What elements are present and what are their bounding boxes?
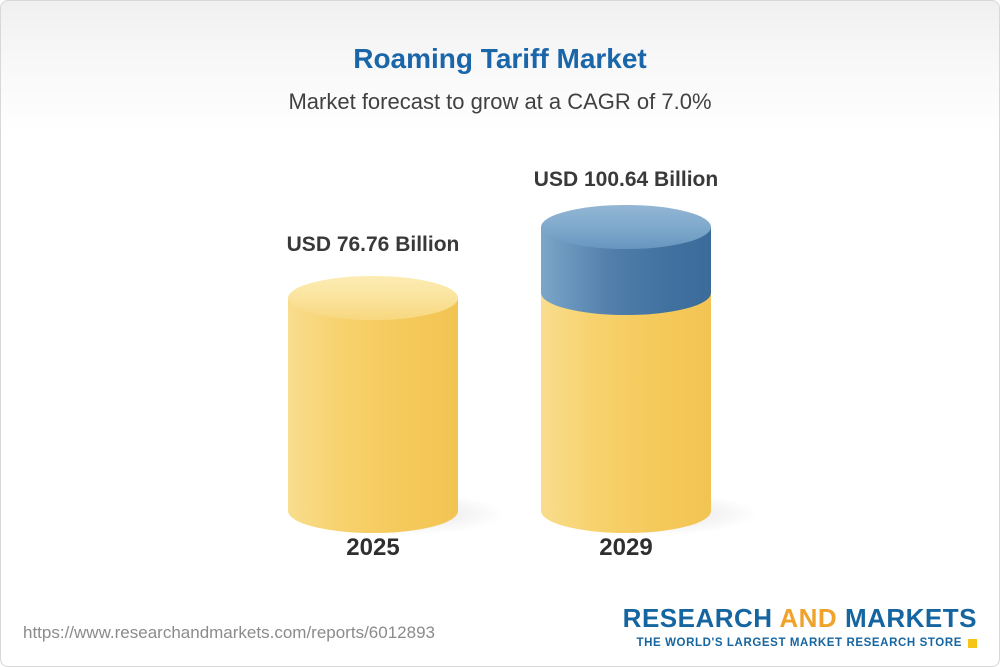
logo-accent-square-icon: [968, 638, 977, 648]
report-url: https://www.researchandmarkets.com/repor…: [23, 623, 435, 642]
logo-word-research: RESEARCH: [622, 603, 773, 633]
logo-tagline-row: THE WORLD'S LARGEST MARKET RESEARCH STOR…: [623, 637, 977, 649]
page-subtitle: Market forecast to grow at a CAGR of 7.0…: [288, 89, 712, 114]
value-label-2025: USD 76.76 Billion: [286, 233, 460, 256]
logo-wordmark: RESEARCH AND MARKETS: [623, 603, 977, 634]
value-label-2029: USD 100.64 Billion: [533, 168, 719, 191]
bar-2025-body: [288, 298, 458, 533]
logo-word-and: AND: [779, 603, 838, 633]
page-title: Roaming Tariff Market: [353, 43, 647, 74]
bar-2025-top-ellipse: [288, 276, 458, 320]
bar-2029-top-ellipse: [541, 205, 711, 249]
bar-2025: [288, 276, 458, 533]
category-label-2025: 2025: [346, 534, 400, 561]
research-and-markets-logo: RESEARCH AND MARKETS THE WORLD'S LARGEST…: [623, 603, 977, 649]
bar-2029: [541, 205, 711, 533]
logo-word-markets: MARKETS: [844, 603, 977, 633]
logo-tagline-text: THE WORLD'S LARGEST MARKET RESEARCH STOR…: [636, 637, 962, 649]
category-label-2029: 2029: [599, 534, 653, 561]
